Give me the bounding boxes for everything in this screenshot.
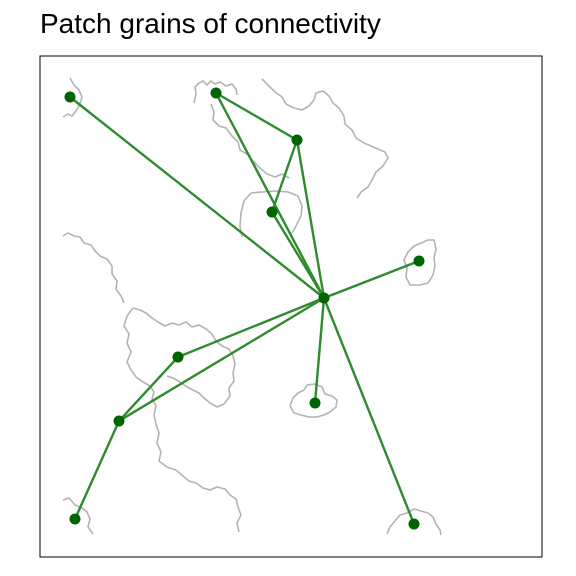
node-patch-5: [413, 255, 425, 267]
patch-boundary-6: [403, 239, 437, 286]
figure-title: Patch grains of connectivity: [40, 8, 381, 39]
edge-n5-n6: [322, 259, 421, 300]
node-patch-7: [172, 351, 184, 363]
node-patch-4: [266, 206, 278, 218]
edge-n3-n4: [270, 138, 299, 214]
patch-boundary-10: [175, 469, 242, 533]
node-patch-9: [113, 415, 125, 427]
patch-boundary-2: [193, 80, 238, 104]
edge-n6-n9: [117, 296, 326, 423]
patch-boundary-13: [386, 508, 442, 536]
node-patch-8: [309, 397, 321, 409]
edge-n6-n11: [322, 296, 416, 526]
node-patch-10: [69, 513, 81, 525]
node-patch-11: [408, 518, 420, 530]
plot-frame: [39, 55, 543, 558]
graph-nodes: [64, 87, 425, 530]
patch-boundary-11: [289, 383, 338, 418]
edge-n2-n3: [214, 91, 299, 142]
edge-n4-n6: [270, 210, 326, 300]
node-patch-3: [291, 134, 303, 146]
edge-n6-n8: [313, 296, 326, 405]
edge-n6-n7: [176, 296, 326, 359]
patch-boundary-4: [261, 78, 389, 199]
edge-n1-n6: [68, 95, 326, 300]
edge-n7-n9: [117, 355, 180, 423]
edge-n9-n10: [73, 419, 121, 521]
patch-boundary-7: [62, 232, 125, 304]
patch-boundary-8: [123, 307, 177, 471]
edge-n2-n6: [214, 91, 326, 300]
patch-boundary-12: [62, 497, 94, 535]
node-patch-1: [64, 91, 76, 103]
node-patch-2: [210, 87, 222, 99]
graph-edges: [68, 91, 421, 526]
patch-boundary-3: [210, 103, 290, 179]
edge-n3-n6: [295, 138, 326, 300]
patch-boundary-5: [239, 190, 303, 238]
patch-boundaries: [62, 77, 442, 536]
node-patch-6: [318, 292, 330, 304]
